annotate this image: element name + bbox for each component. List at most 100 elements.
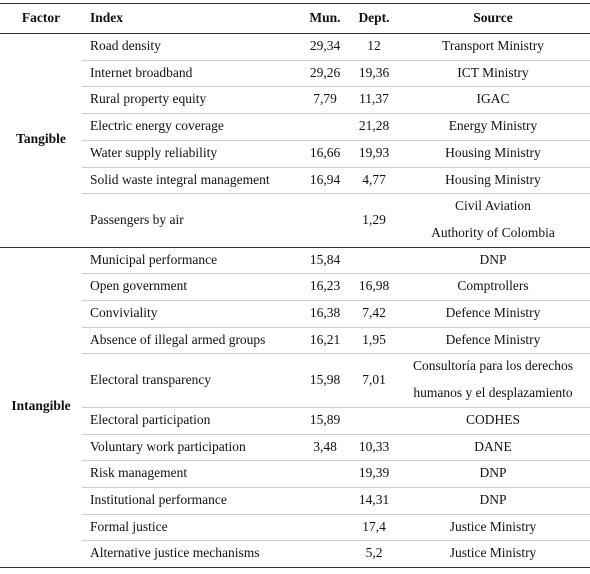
row-divider <box>82 193 590 195</box>
mun-cell: 15,84 <box>309 251 341 267</box>
index-cell: Absence of illegal armed groups <box>90 331 266 347</box>
factor-cell: Intangible <box>11 398 71 414</box>
source-line: Justice Ministry <box>449 545 537 561</box>
source-line: Justice Ministry <box>449 518 537 534</box>
source-line: ICT Ministry <box>457 64 529 80</box>
mun-cell: 3,48 <box>313 438 337 454</box>
source-line: Consultoría para los derechos <box>412 358 574 374</box>
header-index: Index <box>90 10 124 26</box>
header-dept: Dept. <box>358 10 390 26</box>
index-cell: Rural property equity <box>90 91 207 107</box>
row-divider <box>82 486 590 488</box>
source-line: Energy Ministry <box>448 118 538 134</box>
index-cell: Institutional performance <box>90 491 227 507</box>
header-factor: Factor <box>21 10 61 26</box>
mun-cell: 15,89 <box>309 411 341 427</box>
group-rule <box>0 246 590 248</box>
index-cell: Alternative justice mechanisms <box>90 545 260 561</box>
dept-cell: 16,98 <box>358 278 390 294</box>
source-cell: IGAC <box>396 86 590 113</box>
index-cell: Solid waste integral management <box>90 171 270 187</box>
index-cell: Water supply reliability <box>90 144 218 160</box>
index-cell: Risk management <box>90 465 188 481</box>
row-divider <box>82 353 590 355</box>
source-line: IGAC <box>476 91 510 107</box>
row-divider <box>82 113 590 115</box>
source-line: Defence Ministry <box>445 305 541 320</box>
dept-cell: 14,31 <box>358 491 390 507</box>
index-cell: Internet broadband <box>90 64 193 80</box>
mun-cell: 16,38 <box>309 305 341 320</box>
mun-cell: 7,79 <box>313 91 337 107</box>
source-cell: Defence Ministry <box>396 300 590 327</box>
source-line: DANE <box>474 438 512 454</box>
index-cell: Passengers by air <box>90 211 184 227</box>
source-cell: Comptrollers <box>396 273 590 300</box>
row-divider <box>82 59 590 61</box>
source-cell: DANE <box>396 434 590 461</box>
header-rule <box>0 33 590 34</box>
row-divider <box>82 326 590 328</box>
source-cell: Consultoría para los derechos humanos y e… <box>396 353 590 406</box>
source-line: Defence Ministry <box>445 331 541 347</box>
source-line: Comptrollers <box>457 278 529 294</box>
index-cell: Formal justice <box>90 518 168 534</box>
index-cell: Conviviality <box>90 305 158 320</box>
header-mun: Mun. <box>309 10 341 26</box>
dept-cell: 19,93 <box>358 144 390 160</box>
dept-cell: 12 <box>367 38 381 53</box>
index-cell: Electoral transparency <box>90 371 212 387</box>
dept-cell: 7,42 <box>362 305 386 320</box>
dept-cell: 17,4 <box>362 518 386 534</box>
source-cell: Transport Ministry <box>396 33 590 60</box>
row-divider <box>82 513 590 515</box>
source-line: DNP <box>479 491 507 507</box>
source-line: DNP <box>479 465 507 481</box>
index-cell: Road density <box>90 38 161 53</box>
source-cell: Civil Aviation Authority of Colombia <box>396 193 590 246</box>
mun-cell: 15,98 <box>309 371 341 387</box>
dept-cell: 19,39 <box>358 465 390 481</box>
mun-cell: 16,21 <box>309 331 341 347</box>
source-cell: Energy Ministry <box>396 113 590 140</box>
source-line: Authority of Colombia <box>431 224 555 240</box>
row-divider <box>82 460 590 462</box>
row-divider <box>82 300 590 301</box>
row-divider <box>82 406 590 408</box>
row-divider <box>82 433 590 435</box>
index-cell: Electric energy coverage <box>90 118 224 134</box>
source-line: humanos y el desplazamiento <box>413 385 573 401</box>
index-cell: Open government <box>90 278 188 294</box>
source-cell: DNP <box>396 247 590 274</box>
row-divider <box>82 273 590 275</box>
source-line: Civil Aviation <box>455 198 531 214</box>
index-cell: Municipal performance <box>90 251 218 267</box>
source-cell: CODHES <box>396 407 590 434</box>
header-source: Source <box>473 10 513 26</box>
dept-cell: 21,28 <box>358 118 390 134</box>
mun-cell: 29,26 <box>309 64 341 80</box>
source-line: Housing Ministry <box>445 144 541 160</box>
dept-cell: 10,33 <box>358 438 390 454</box>
mun-cell: 16,94 <box>309 171 341 187</box>
dept-cell: 7,01 <box>362 371 386 387</box>
mun-cell: 16,66 <box>309 144 341 160</box>
row-divider <box>82 86 590 88</box>
source-cell: DNP <box>396 460 590 487</box>
dept-cell: 1,95 <box>362 331 386 347</box>
mun-cell: 16,23 <box>309 278 341 294</box>
source-cell: Housing Ministry <box>396 140 590 167</box>
dept-cell: 4,77 <box>362 171 386 187</box>
factor-cell: Tangible <box>16 131 66 147</box>
dept-cell: 5,2 <box>365 545 383 561</box>
source-cell: ICT Ministry <box>396 60 590 87</box>
source-line: Housing Ministry <box>445 171 541 187</box>
index-cell: Electoral participation <box>90 411 211 427</box>
row-divider <box>82 166 590 168</box>
dept-cell: 1,29 <box>362 211 386 227</box>
source-cell: DNP <box>396 487 590 514</box>
source-cell: Justice Ministry <box>396 514 590 541</box>
source-line: DNP <box>479 251 507 267</box>
group-rule <box>0 567 590 568</box>
